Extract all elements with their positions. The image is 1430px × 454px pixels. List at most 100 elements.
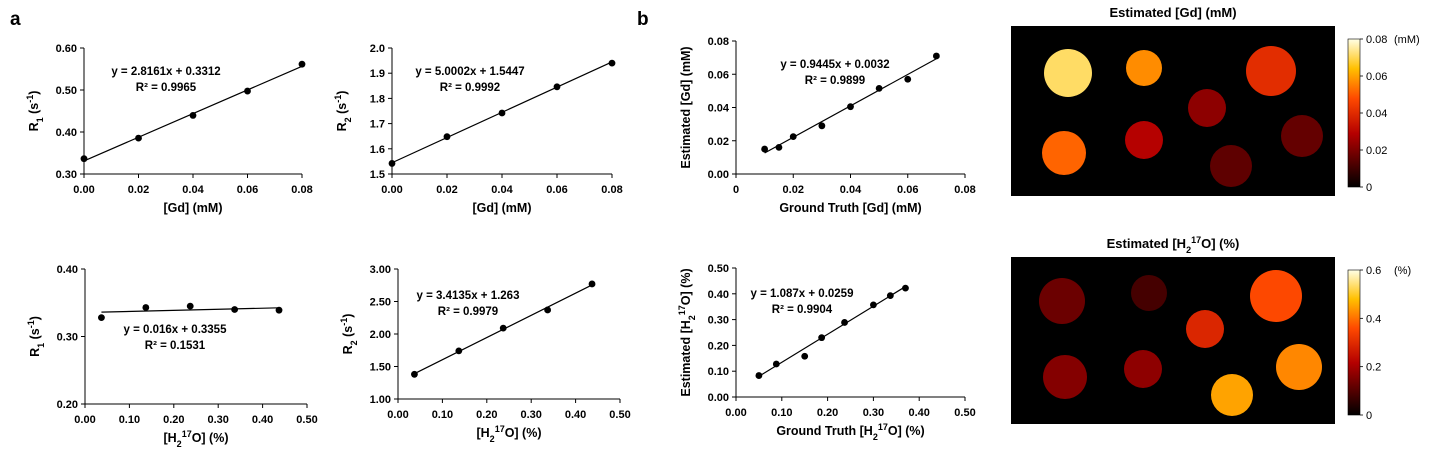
data-point: [755, 372, 763, 379]
y-tick-label: 2.00: [370, 329, 391, 341]
data-point: [902, 284, 909, 292]
chart-b1: 0 0.02 0.04 0.06 0.08 0.00 0.02 0.04 0.06 0.08 y =…: [679, 36, 976, 215]
colorbar-tick-label: 0.06: [1366, 71, 1387, 83]
colorbar-tick-label: 0.04: [1366, 108, 1387, 120]
x-tick-label: 0.08: [291, 184, 312, 196]
data-point: [932, 52, 940, 60]
fit-r-squared: R² = 0.9979: [438, 306, 498, 318]
y-tick-label: 0.02: [708, 136, 729, 148]
data-point: [455, 347, 463, 355]
fit-line: [758, 286, 906, 377]
data-point: [186, 302, 194, 310]
x-tick-label: 0.02: [128, 184, 149, 196]
y-tick-label: 0.00: [708, 392, 729, 404]
y-axis-label: R2 (s-1): [339, 314, 359, 355]
y-tick-label: 2.50: [370, 297, 391, 309]
data-point: [886, 292, 894, 300]
fit-r-squared: R² = 0.9965: [136, 82, 197, 94]
data-point: [588, 280, 596, 288]
y-tick-label: 0.50: [708, 263, 729, 275]
y-tick-label: 0.04: [708, 103, 730, 115]
y-axis-label: R1 (s-1): [26, 316, 46, 357]
phantom-vial: [1246, 46, 1296, 96]
colorbar: [1347, 269, 1361, 416]
data-point: [244, 87, 251, 95]
phantom-vial: [1126, 50, 1162, 86]
y-tick-label: 0.00: [708, 169, 729, 181]
x-tick-label: 0.06: [546, 184, 567, 196]
x-tick-label: 0.30: [520, 409, 541, 421]
y-tick-label: 0.30: [708, 315, 729, 327]
y-axis-label: Estimated [H217O] (%): [677, 268, 697, 396]
phantom-vial: [1281, 115, 1323, 157]
x-axis-label: [H217O] (%): [476, 424, 541, 444]
phantom-vial: [1043, 355, 1087, 399]
y-axis-label: Estimated [Gd] (mM): [679, 46, 693, 168]
x-tick-label: 0.10: [432, 409, 453, 421]
data-point: [772, 360, 780, 368]
chart-a3: 0.00 0.10 0.20 0.30 0.40 0.50 0.20 0.30 0.40 y = …: [26, 264, 318, 449]
x-tick-label: 0.06: [897, 184, 918, 196]
y-tick-label: 0.40: [708, 289, 729, 301]
fit-r-squared: R² = 0.9904: [772, 304, 833, 316]
x-tick-label: 0.30: [863, 407, 884, 419]
x-axis-label: [Gd] (mM): [163, 201, 222, 215]
colorbar-unit: (%): [1394, 265, 1411, 277]
data-point: [608, 59, 616, 67]
data-point: [801, 352, 809, 360]
x-tick-label: 0.04: [491, 184, 513, 196]
y-axis-label: R1 (s-1): [25, 91, 45, 132]
y-tick-label: 0.30: [56, 169, 77, 181]
phantom-vial: [1210, 145, 1252, 187]
phantom-vial: [1125, 121, 1163, 159]
x-tick-label: 0.10: [771, 407, 792, 419]
x-tick-label: 0.50: [954, 407, 975, 419]
phantom-vial: [1211, 374, 1253, 416]
x-tick-label: 0.50: [609, 409, 630, 421]
colorbar-tick-label: 0: [1366, 182, 1372, 194]
x-tick-label: 0.00: [381, 184, 402, 196]
x-axis-label: Ground Truth [H217O] (%): [776, 422, 924, 442]
y-tick-label: 0.20: [57, 399, 78, 411]
x-tick-label: 0.00: [74, 414, 95, 426]
x-axis-label: Ground Truth [Gd] (mM): [779, 201, 921, 215]
x-tick-label: 0.04: [182, 184, 204, 196]
chart-a2: 0.00 0.02 0.04 0.06 0.08 1.5 1.6 1.7 1.8 1.9 2.0 y …: [333, 43, 623, 215]
y-tick-label: 0.10: [708, 366, 729, 378]
y-tick-label: 1.7: [370, 119, 385, 131]
panel-label-a: a: [10, 9, 21, 30]
fit-r-squared: R² = 0.9992: [440, 82, 500, 94]
y-tick-label: 0.40: [57, 264, 78, 276]
y-tick-label: 0.20: [708, 340, 729, 352]
data-point: [870, 301, 877, 309]
y-tick-label: 0.06: [708, 69, 729, 81]
fit-equation: y = 1.087x + 0.0259: [751, 288, 854, 300]
fit-r-squared: R² = 0.1531: [145, 340, 206, 352]
data-point: [553, 83, 561, 91]
phantom-vial: [1044, 49, 1092, 97]
y-tick-label: 1.50: [370, 362, 391, 374]
data-point: [544, 306, 552, 314]
colorbar-tick-label: 0.02: [1366, 145, 1387, 157]
data-point: [847, 103, 854, 111]
fit-equation: y = 5.0002x + 1.5447: [415, 66, 524, 78]
data-point: [411, 370, 418, 378]
colorbar-tick-label: 0.4: [1366, 313, 1381, 325]
heatmap-map1: Estimated [Gd] (mM) 0 0.02 0.04 0.06 0.08 (mM): [1011, 5, 1420, 196]
data-point: [275, 306, 283, 314]
data-point: [818, 122, 826, 130]
y-tick-label: 1.00: [370, 394, 391, 406]
colorbar-tick-label: 0.08: [1366, 34, 1387, 46]
x-tick-label: 0.08: [954, 184, 975, 196]
y-tick-label: 1.6: [370, 144, 385, 156]
x-tick-label: 0.20: [476, 409, 497, 421]
x-tick-label: 0.02: [436, 184, 457, 196]
y-tick-label: 0.08: [708, 36, 729, 48]
colorbar-tick-label: 0: [1366, 410, 1372, 422]
fit-equation: y = 2.8161x + 0.3312: [111, 66, 220, 78]
heatmap-map2: Estimated [H217O] (%) 0 0.2 0.4 0.6 (%): [1011, 235, 1411, 424]
x-tick-label: 0.10: [119, 414, 140, 426]
data-point: [775, 144, 783, 151]
data-point: [789, 133, 797, 140]
